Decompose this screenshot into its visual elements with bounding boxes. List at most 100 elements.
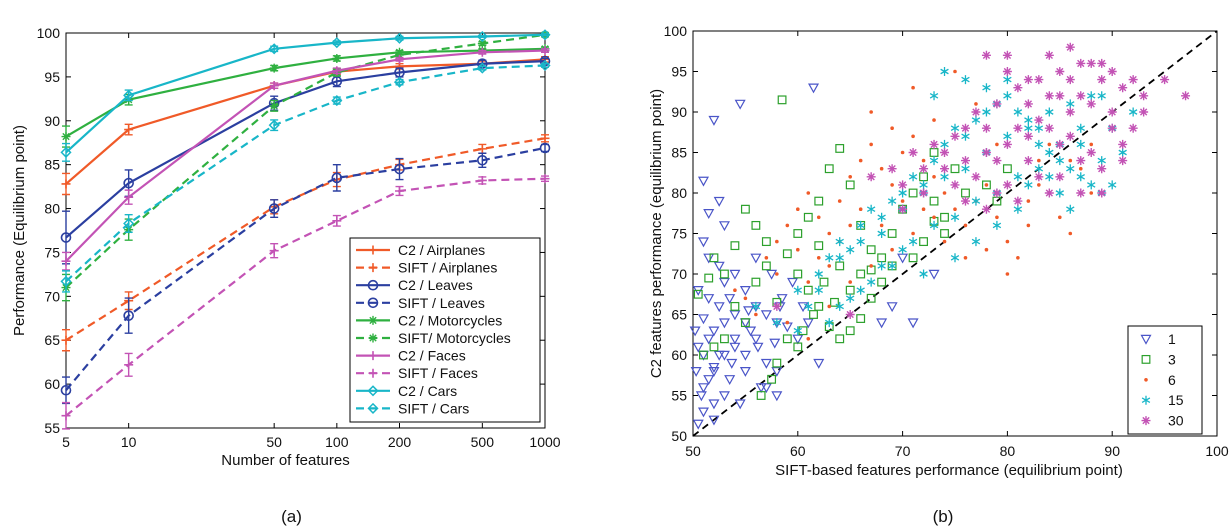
y-tick-label: 85 <box>671 145 687 161</box>
data-point <box>984 247 989 252</box>
y-tick-label: 80 <box>44 201 60 217</box>
data-point <box>897 253 909 264</box>
data-point <box>331 95 343 107</box>
data-point <box>845 245 855 255</box>
data-point <box>123 177 134 189</box>
x-tick-label: 1000 <box>529 434 560 450</box>
data-point <box>761 237 771 247</box>
data-point <box>755 383 767 394</box>
scatter-chart-panel: 50 55 60 65 70 75 80 85 90 95 100 50 60 70 80 90 100 SIFT… <box>648 23 1229 526</box>
data-point <box>1013 107 1023 117</box>
y-tick-label: 65 <box>671 307 687 323</box>
data-point <box>869 264 873 268</box>
legend-marker <box>1141 416 1151 426</box>
data-point <box>911 134 915 139</box>
x-tick-label: 10 <box>121 434 137 450</box>
data-point <box>729 269 741 280</box>
data-point <box>793 269 803 279</box>
data-point <box>782 334 792 344</box>
data-point <box>992 156 1002 166</box>
data-point <box>816 255 821 260</box>
data-point <box>898 188 907 198</box>
data-point <box>971 107 981 117</box>
data-point <box>1076 156 1086 166</box>
x-tick-label: 70 <box>895 443 911 459</box>
data-point <box>1023 156 1033 166</box>
data-point <box>269 246 279 256</box>
series-group <box>772 42 1191 319</box>
data-point <box>1055 67 1065 76</box>
data-point <box>785 223 790 228</box>
data-point <box>940 139 949 149</box>
data-point <box>699 350 708 360</box>
data-point <box>713 196 725 207</box>
data-point <box>919 188 929 198</box>
data-point <box>539 59 551 72</box>
data-point <box>911 85 915 90</box>
data-point <box>1013 196 1023 206</box>
data-point <box>1139 91 1149 101</box>
data-point <box>1045 148 1054 157</box>
series-group <box>693 95 1012 400</box>
data-point <box>792 334 804 345</box>
data-point <box>1107 107 1117 117</box>
data-point <box>845 326 855 336</box>
data-point <box>835 301 844 311</box>
data-point <box>724 294 736 305</box>
data-point <box>1065 107 1075 117</box>
data-point <box>890 183 894 187</box>
data-point <box>750 334 762 345</box>
data-point <box>950 123 960 133</box>
data-point <box>733 288 737 293</box>
data-point <box>900 199 905 203</box>
data-point <box>869 142 873 147</box>
data-point <box>718 391 730 402</box>
data-point <box>819 277 829 287</box>
legend-marker <box>1144 378 1148 382</box>
y-axis-label: C2 features performance (equilibrium poi… <box>648 89 665 378</box>
data-point <box>814 285 823 295</box>
data-point <box>726 358 738 369</box>
data-point <box>1055 139 1065 149</box>
data-point <box>708 326 720 337</box>
data-point <box>971 115 981 125</box>
data-point <box>929 148 939 157</box>
data-point <box>898 180 908 190</box>
series-line <box>65 49 546 262</box>
y-tick-label: 100 <box>37 25 61 41</box>
data-point <box>1055 188 1065 198</box>
data-point <box>1023 75 1033 85</box>
x-axis-label: Number of features <box>221 452 349 469</box>
data-point <box>123 310 134 321</box>
y-tick-label: 80 <box>671 185 687 201</box>
data-point <box>1086 58 1096 68</box>
data-point <box>877 253 887 263</box>
data-point <box>814 241 824 251</box>
data-point <box>697 314 709 325</box>
data-point <box>793 229 803 238</box>
data-point <box>1023 131 1033 141</box>
series-group <box>61 46 550 271</box>
data-point <box>1097 156 1106 166</box>
data-point <box>827 231 832 236</box>
data-point <box>813 358 825 369</box>
data-point <box>877 212 886 222</box>
data-point <box>704 273 714 283</box>
data-point <box>1065 131 1075 141</box>
data-point <box>1087 180 1096 190</box>
data-point <box>1026 223 1031 228</box>
data-point <box>477 144 487 154</box>
data-point <box>992 188 1002 198</box>
legend-label: 3 <box>1168 351 1176 367</box>
legend-label: SIFT / Cars <box>398 400 469 416</box>
y-tick-label: 90 <box>44 113 60 129</box>
y-tick-label: 60 <box>44 376 60 392</box>
data-point <box>1065 42 1075 52</box>
data-point <box>816 215 821 220</box>
data-point <box>693 289 703 299</box>
data-point <box>908 148 918 157</box>
data-point <box>982 107 991 117</box>
data-point <box>961 131 970 141</box>
data-point <box>1058 215 1062 220</box>
data-point <box>806 280 811 284</box>
